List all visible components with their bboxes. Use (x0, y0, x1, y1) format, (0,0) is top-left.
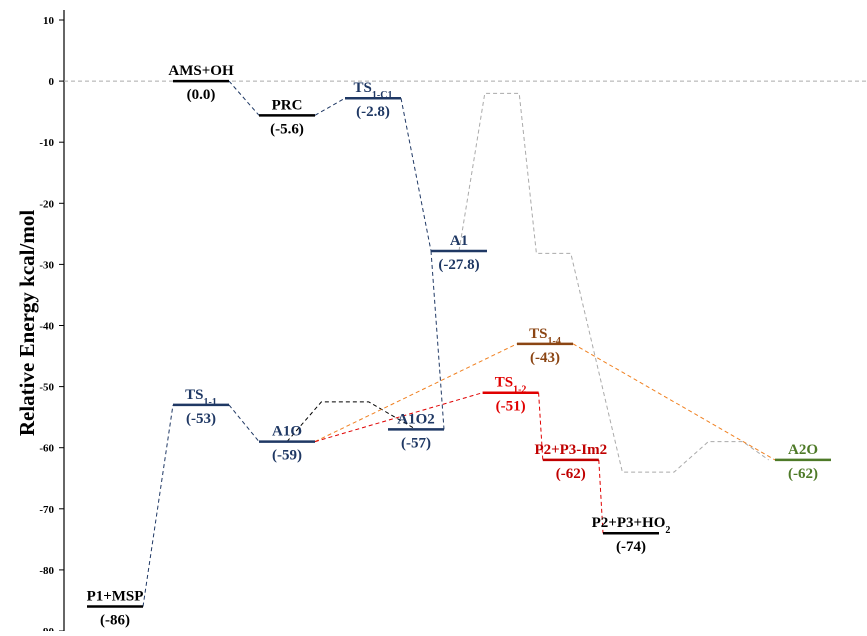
level-name-ams_oh: AMS+OH (168, 63, 234, 79)
connection-line (538, 392, 544, 460)
level-value-p2_p3_ho2: (-74) (616, 539, 646, 555)
level-value-p2_p3_im2: (-62) (556, 466, 586, 482)
level-value-ts_1_2: (-51) (496, 399, 526, 415)
y-axis-title: Relative Energy kcal/mol (15, 210, 39, 436)
level-value-ams_oh: (0.0) (187, 87, 216, 103)
y-tick-label: 0 (49, 76, 55, 88)
level-name-a2o: A2O (788, 442, 818, 458)
level-value-p1_msp: (-86) (100, 613, 130, 629)
y-tick-label: -50 (39, 382, 54, 394)
y-tick-label: -70 (39, 504, 54, 516)
y-tick-label: -10 (39, 137, 54, 149)
energy-levels: AMS+OH(0.0)PRC(-5.6)TS1-C1(-2.8)A1(-27.8… (87, 63, 831, 629)
level-name-a1: A1 (450, 233, 468, 249)
y-tick-label: -80 (39, 565, 54, 577)
y-tick-label: -60 (39, 443, 54, 455)
y-axis-ticks: 10 0 -10 -20 -30 -40 -50 -60 -70 -80 -90 (39, 15, 64, 636)
connection-line (314, 97, 346, 116)
connection-line (400, 98, 432, 252)
level-value-a1o2: (-57) (401, 435, 431, 451)
level-name-p2_p3_ho2: P2+P3+HO2 (592, 515, 671, 536)
connection-line (142, 404, 174, 607)
extra-path (458, 92, 769, 473)
y-tick-label: 10 (43, 15, 55, 27)
y-tick-label: -40 (39, 321, 54, 333)
level-value-a1: (-27.8) (438, 257, 479, 273)
connection-line (314, 343, 518, 443)
connection-line (430, 250, 445, 430)
connection-line (228, 80, 260, 116)
connection-line (598, 459, 604, 534)
level-value-ts_1_c1: (-2.8) (356, 104, 390, 120)
level-value-prc: (-5.6) (270, 121, 304, 137)
level-value-ts_1_1: (-53) (186, 411, 216, 427)
connection-line (572, 343, 776, 461)
y-tick-label: -20 (39, 198, 54, 210)
connection-line (314, 392, 483, 443)
level-name-a1o2: A1O2 (397, 411, 435, 427)
level-name-p2_p3_im2: P2+P3-Im2 (534, 442, 607, 458)
y-tick-label: -30 (39, 259, 54, 271)
extra-paths (286, 92, 769, 473)
connection-line (228, 404, 260, 442)
extra-path (286, 401, 417, 442)
y-tick-label: -90 (39, 626, 54, 631)
level-value-ts_1_4: (-43) (530, 350, 560, 366)
level-name-p1_msp: P1+MSP (87, 589, 144, 605)
level-value-a1o: (-59) (272, 448, 302, 464)
level-name-prc: PRC (272, 97, 303, 113)
level-value-a2o: (-62) (788, 466, 818, 482)
connections (142, 80, 776, 607)
level-name-a1o: A1O (272, 424, 302, 440)
